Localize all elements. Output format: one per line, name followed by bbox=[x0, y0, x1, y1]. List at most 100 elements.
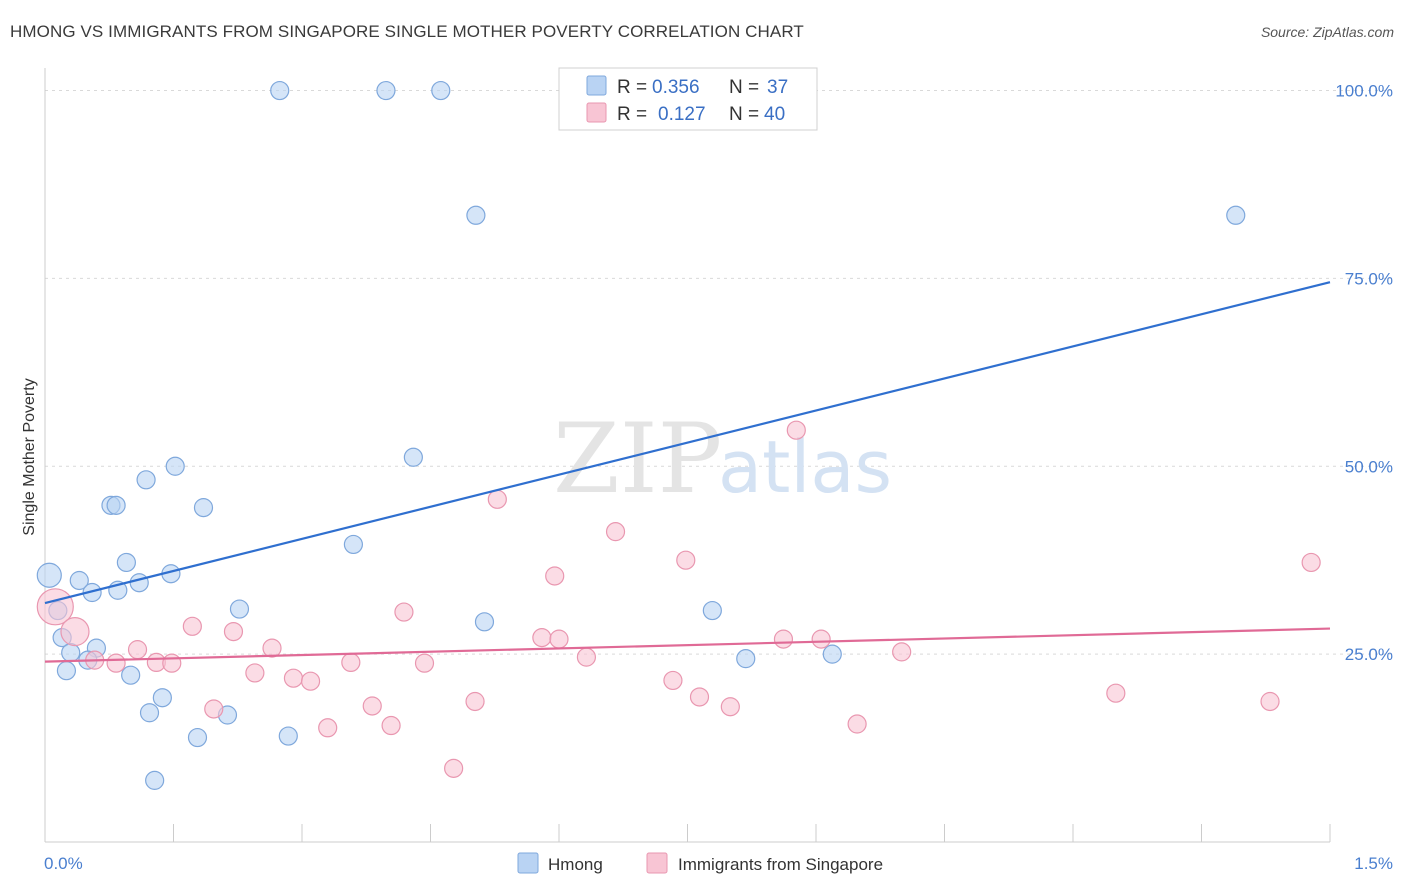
hmong-point-31 bbox=[466, 205, 486, 225]
singapore-point-10 bbox=[245, 663, 265, 683]
hmong-point-0 bbox=[36, 562, 62, 588]
hmong-point-35 bbox=[822, 644, 842, 664]
singapore-point-24 bbox=[545, 566, 565, 586]
x-tick-label-1: 1.5% bbox=[1354, 854, 1393, 873]
y-tick-label-1: 50.0% bbox=[1345, 457, 1393, 476]
hmong-point-20 bbox=[165, 456, 185, 476]
singapore-point-34 bbox=[811, 629, 831, 649]
singapore-point-1 bbox=[60, 616, 90, 647]
hmong-point-16 bbox=[139, 703, 160, 723]
singapore-point-12 bbox=[283, 668, 304, 688]
source-note: Source: ZipAtlas.com bbox=[1260, 24, 1394, 40]
singapore-point-31 bbox=[720, 697, 740, 717]
y-tick-label-3: 100.0% bbox=[1335, 82, 1393, 101]
singapore-point-37 bbox=[1106, 683, 1126, 703]
singapore-point-17 bbox=[381, 715, 401, 736]
hmong-point-32 bbox=[474, 612, 495, 632]
hmong-point-36 bbox=[1226, 205, 1246, 225]
hmong-point-29 bbox=[403, 447, 423, 467]
singapore-point-20 bbox=[444, 758, 464, 778]
y-axis-label: Single Mother Poverty bbox=[21, 378, 38, 535]
hmong-point-26 bbox=[278, 726, 298, 746]
singapore-point-32 bbox=[773, 629, 794, 649]
singapore-point-26 bbox=[576, 647, 597, 667]
series-hmong-points bbox=[36, 80, 1246, 790]
hmong-trend-line bbox=[44, 281, 1331, 605]
legend-swatch-hmong bbox=[586, 75, 607, 96]
singapore-point-8 bbox=[204, 699, 224, 719]
singapore-point-7 bbox=[182, 616, 202, 636]
hmong-point-10 bbox=[106, 495, 126, 515]
x-tick-labels: 0.0% 1.5% bbox=[44, 854, 1393, 873]
singapore-point-3 bbox=[106, 653, 126, 673]
hmong-point-24 bbox=[229, 599, 250, 619]
legend-n-value-singapore: 40 bbox=[764, 104, 785, 125]
singapore-point-11 bbox=[262, 638, 282, 658]
y-tick-label-0: 25.0% bbox=[1345, 645, 1393, 664]
legend-r-label-hmong: R = bbox=[617, 77, 647, 98]
gridlines bbox=[45, 90, 1395, 655]
y-tick-labels: 25.0% 50.0% 75.0% 100.0% bbox=[1335, 82, 1393, 665]
hmong-point-33 bbox=[702, 600, 722, 621]
singapore-point-33 bbox=[786, 420, 806, 440]
singapore-point-4 bbox=[127, 640, 148, 660]
bottom-legend-label-hmong: Hmong bbox=[548, 855, 603, 874]
singapore-point-19 bbox=[414, 653, 435, 673]
singapore-point-38 bbox=[1260, 691, 1280, 712]
legend-swatch-singapore bbox=[586, 102, 607, 123]
legend-top: R = 0.356 N = 37 R = 0.127 N = 40 bbox=[558, 67, 818, 131]
singapore-point-36 bbox=[892, 642, 912, 662]
singapore-trend-line bbox=[44, 627, 1331, 663]
hmong-point-18 bbox=[152, 688, 172, 708]
watermark-atlas: atlas bbox=[718, 425, 892, 509]
singapore-point-28 bbox=[663, 670, 683, 691]
x-tick-label-0: 0.0% bbox=[44, 854, 83, 873]
hmong-point-17 bbox=[145, 770, 165, 790]
hmong-point-25 bbox=[270, 80, 290, 101]
singapore-point-14 bbox=[318, 718, 338, 738]
hmong-point-4 bbox=[61, 643, 81, 663]
singapore-point-15 bbox=[341, 652, 361, 673]
singapore-point-9 bbox=[223, 621, 244, 642]
hmong-point-15 bbox=[136, 470, 156, 490]
chart-title: HMONG VS IMMIGRANTS FROM SINGAPORE SINGL… bbox=[10, 22, 804, 41]
hmong-point-14 bbox=[129, 573, 149, 593]
hmong-point-22 bbox=[193, 498, 214, 518]
legend-r-value-hmong: 0.356 bbox=[652, 77, 700, 98]
bottom-legend-swatch-hmong bbox=[517, 852, 539, 874]
legend-n-label-hmong: N = bbox=[729, 77, 759, 98]
bottom-legend-swatch-singapore bbox=[646, 852, 668, 874]
hmong-point-34 bbox=[736, 649, 756, 669]
hmong-point-27 bbox=[343, 534, 363, 555]
singapore-point-25 bbox=[549, 629, 569, 649]
legend-n-value-hmong: 37 bbox=[767, 77, 788, 98]
watermark: ZIP atlas bbox=[553, 403, 892, 515]
trend-lines bbox=[44, 281, 1331, 663]
singapore-point-13 bbox=[300, 671, 321, 691]
singapore-point-29 bbox=[676, 550, 696, 570]
bottom-legend-label-singapore: Immigrants from Singapore bbox=[678, 855, 883, 874]
hmong-point-28 bbox=[376, 80, 396, 101]
legend-r-label-singapore: R = bbox=[617, 104, 647, 125]
singapore-point-16 bbox=[362, 696, 382, 716]
axes bbox=[44, 68, 1331, 843]
singapore-point-30 bbox=[689, 687, 710, 707]
hmong-point-13 bbox=[121, 665, 141, 685]
legend-n-label-singapore: N = bbox=[729, 104, 759, 125]
watermark-zip: ZIP bbox=[553, 403, 722, 515]
hmong-point-3 bbox=[56, 661, 77, 681]
singapore-point-27 bbox=[605, 522, 626, 542]
legend-r-value-singapore: 0.127 bbox=[658, 104, 706, 125]
hmong-point-21 bbox=[187, 727, 208, 748]
series-singapore-points bbox=[36, 420, 1321, 778]
y-tick-label-2: 75.0% bbox=[1345, 269, 1393, 288]
legend-bottom: Hmong Immigrants from Singapore bbox=[517, 852, 883, 874]
singapore-point-21 bbox=[465, 691, 485, 712]
singapore-point-23 bbox=[532, 628, 552, 648]
singapore-point-18 bbox=[394, 602, 414, 622]
singapore-point-22 bbox=[487, 489, 507, 509]
singapore-point-39 bbox=[1301, 552, 1321, 573]
hmong-point-30 bbox=[431, 80, 451, 101]
hmong-point-5 bbox=[69, 570, 89, 591]
